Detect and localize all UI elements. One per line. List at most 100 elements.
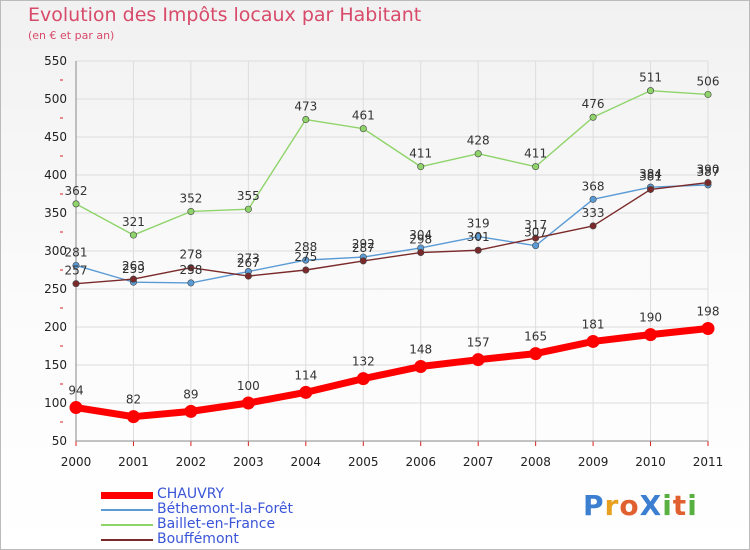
- y-tick-label: 400: [44, 168, 67, 182]
- data-point: [241, 396, 255, 410]
- data-label: 333: [582, 206, 605, 220]
- data-label: 319: [467, 217, 490, 231]
- logo-letter: P: [583, 489, 605, 522]
- data-label: 390: [697, 163, 720, 177]
- data-point: [474, 233, 482, 241]
- data-point: [589, 195, 597, 203]
- data-label: 257: [65, 264, 88, 278]
- data-label: 100: [237, 379, 260, 393]
- data-point: [647, 87, 655, 95]
- data-label: 355: [237, 189, 260, 203]
- data-label: 368: [582, 179, 605, 193]
- data-point: [129, 231, 137, 239]
- data-point: [72, 261, 80, 269]
- data-label: 259: [122, 262, 145, 276]
- x-tick-label: 2006: [405, 455, 436, 469]
- data-label: 181: [582, 317, 605, 331]
- legend-label: CHAUVRY: [157, 486, 225, 502]
- data-point: [417, 249, 425, 257]
- logo-letter: t: [672, 489, 688, 522]
- data-point: [126, 410, 140, 424]
- series-line: [75, 184, 709, 284]
- legend-label: Béthemont-la-Forêt: [157, 501, 294, 517]
- chart-subtitle: (en € et par an): [28, 29, 115, 42]
- x-tick-label: 2000: [61, 455, 92, 469]
- proxiti-logo: ProXiti: [583, 489, 698, 522]
- x-tick-label: 2011: [693, 455, 724, 469]
- x-tick-label: 2010: [635, 455, 666, 469]
- data-point: [187, 207, 195, 215]
- data-label: 165: [524, 330, 547, 344]
- x-tick-label: 2001: [118, 455, 149, 469]
- data-point: [72, 200, 80, 208]
- y-tick-label: 500: [44, 92, 67, 106]
- data-point: [244, 205, 252, 213]
- data-point: [299, 385, 313, 399]
- data-label: 362: [65, 184, 88, 198]
- data-label: 307: [524, 226, 547, 240]
- data-point: [359, 125, 367, 133]
- logo-letter: i: [687, 489, 698, 522]
- legend-swatch: [101, 509, 153, 511]
- data-point: [644, 328, 658, 342]
- logo-letter: r: [604, 489, 620, 522]
- data-point: [187, 279, 195, 287]
- data-label: 198: [697, 305, 720, 319]
- data-label: 258: [179, 263, 202, 277]
- logo-letter: o: [619, 489, 640, 522]
- data-label: 281: [65, 245, 88, 259]
- data-label: 157: [467, 336, 490, 350]
- legend-swatch: [101, 524, 153, 526]
- legend-swatch: [101, 539, 153, 541]
- data-label: 263: [122, 259, 145, 273]
- data-label: 132: [352, 355, 375, 369]
- data-point: [184, 404, 198, 418]
- data-point: [187, 264, 195, 272]
- data-label: 278: [179, 248, 202, 262]
- data-point: [532, 234, 540, 242]
- legend-label: Bouffémont: [157, 531, 239, 547]
- x-tick-label: 2004: [291, 455, 322, 469]
- data-label: 114: [294, 368, 317, 382]
- data-label: 317: [524, 218, 547, 232]
- x-tick-label: 2007: [463, 455, 494, 469]
- x-tick-label: 2003: [233, 455, 264, 469]
- legend-label: Baillet-en-France: [157, 516, 276, 532]
- data-point: [302, 256, 310, 264]
- data-point: [589, 222, 597, 230]
- y-tick-label: 300: [44, 244, 67, 258]
- data-point: [647, 185, 655, 193]
- y-tick-label: 250: [44, 282, 67, 296]
- data-label: 352: [179, 191, 202, 205]
- data-label: 473: [294, 100, 317, 114]
- data-point: [704, 179, 712, 187]
- data-point: [69, 401, 83, 415]
- logo-letter: i: [662, 489, 673, 522]
- data-label: 292: [352, 237, 375, 251]
- data-label: 287: [352, 241, 375, 255]
- data-point: [474, 246, 482, 254]
- data-point: [532, 163, 540, 171]
- chart-title: Evolution des Impôts locaux par Habitant: [28, 4, 422, 26]
- series-1: [72, 181, 712, 287]
- data-label: 511: [639, 71, 662, 85]
- series-3: [72, 179, 712, 288]
- data-label: 387: [697, 165, 720, 179]
- y-tick-label: 350: [44, 206, 67, 220]
- y-tick-label: 200: [44, 320, 67, 334]
- data-label: 384: [639, 167, 662, 181]
- data-point: [244, 272, 252, 280]
- x-tick-label: 2009: [578, 455, 609, 469]
- data-point: [471, 353, 485, 367]
- data-point: [72, 280, 80, 288]
- data-point: [417, 163, 425, 171]
- y-tick-label: 100: [44, 396, 67, 410]
- data-label: 94: [68, 384, 83, 398]
- data-label: 301: [467, 230, 490, 244]
- data-point: [302, 116, 310, 124]
- data-point: [359, 257, 367, 265]
- data-label: 148: [409, 343, 432, 357]
- data-label: 273: [237, 252, 260, 266]
- y-tick-label: 450: [44, 130, 67, 144]
